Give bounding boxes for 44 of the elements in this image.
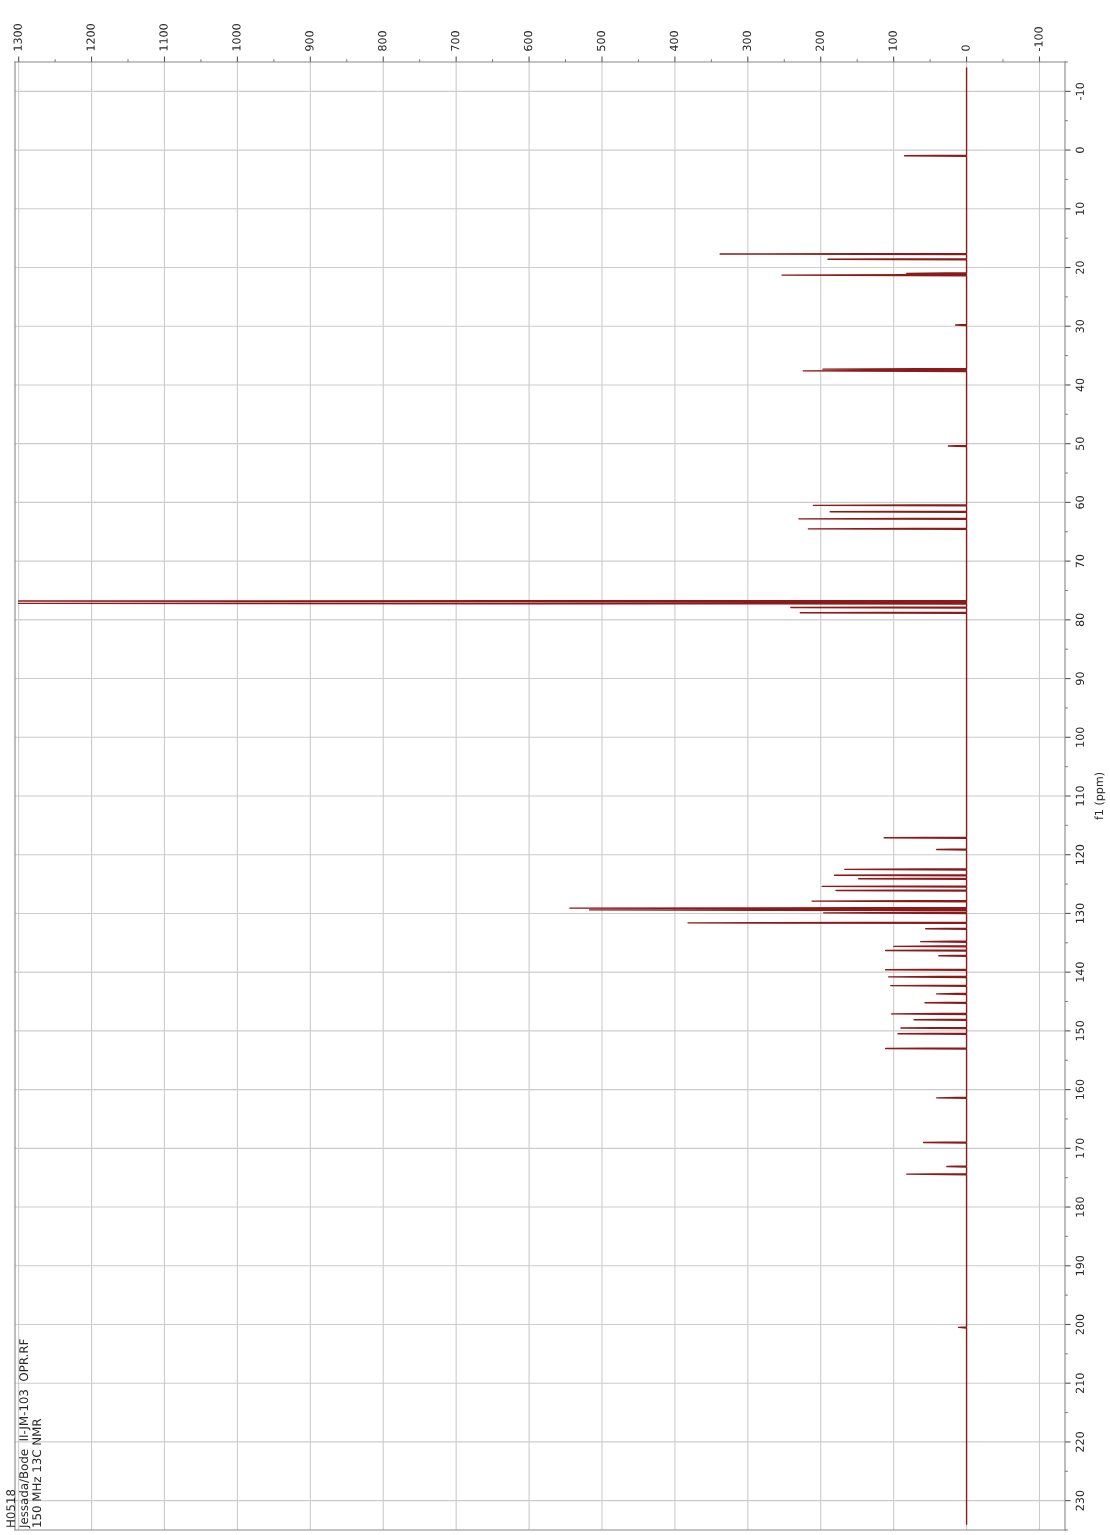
y-tick-label: 220 <box>1075 1432 1085 1452</box>
x-tick-label: 400 <box>669 31 679 52</box>
x-tick-label: 0 <box>961 45 970 51</box>
annotation: H0518 <box>6 1489 16 1527</box>
y-tick-label: 180 <box>1075 1197 1085 1217</box>
y-tick-label: 200 <box>1075 1314 1085 1335</box>
y-tick-label: 40 <box>1075 378 1085 392</box>
x-tick-label: 100 <box>888 31 897 51</box>
x-tick-label: 200 <box>815 31 824 51</box>
x-tick-label: 600 <box>523 31 533 51</box>
annotation: Jessada/Bode II-JM-103 OPR.RF <box>19 1339 31 1529</box>
y-tick-label: 210 <box>1075 1373 1085 1393</box>
annotation: 150 MHz 13C NMR <box>32 1418 42 1527</box>
y-tick-label: 230 <box>1075 1490 1085 1511</box>
x-tick-label: 900 <box>305 31 314 51</box>
y-tick-label: -10 <box>1075 83 1085 100</box>
y-tick-label: 10 <box>1075 202 1085 215</box>
y-tick-label: 70 <box>1075 554 1085 568</box>
y-tick-label: 90 <box>1075 672 1085 685</box>
y-tick-label: 50 <box>1075 437 1085 450</box>
y-tick-label: 60 <box>1075 496 1085 509</box>
x-tick-label: 1100 <box>159 24 168 51</box>
y-tick-label: 100 <box>1075 727 1085 747</box>
y-tick-label: 110 <box>1075 786 1085 806</box>
y-tick-label: 140 <box>1075 962 1085 982</box>
x-tick-label: -100 <box>1034 27 1043 52</box>
y-tick-label: 130 <box>1075 903 1085 923</box>
y-tick-label: 0 <box>1075 147 1085 153</box>
y-tick-label: 170 <box>1075 1138 1085 1158</box>
y-tick-label: 160 <box>1075 1079 1085 1099</box>
y-tick-label: 120 <box>1075 844 1085 865</box>
x-tick-label: 300 <box>742 31 752 51</box>
y-tick-label: 150 <box>1075 1021 1085 1041</box>
y-tick-label: 80 <box>1075 613 1085 627</box>
y-tick-label: 30 <box>1075 319 1085 333</box>
x-tick-label: 700 <box>450 31 460 51</box>
y-tick-label: 190 <box>1075 1255 1085 1276</box>
x-tick-label: 800 <box>378 31 387 51</box>
y-tick-label: 20 <box>1075 261 1085 274</box>
y-axis-title: f1 (ppm) <box>1094 772 1106 820</box>
x-tick-label: 1000 <box>232 24 241 51</box>
x-tick-label: 500 <box>596 31 606 51</box>
x-tick-label: 1300 <box>13 24 22 51</box>
x-tick-label: 1200 <box>86 24 95 51</box>
